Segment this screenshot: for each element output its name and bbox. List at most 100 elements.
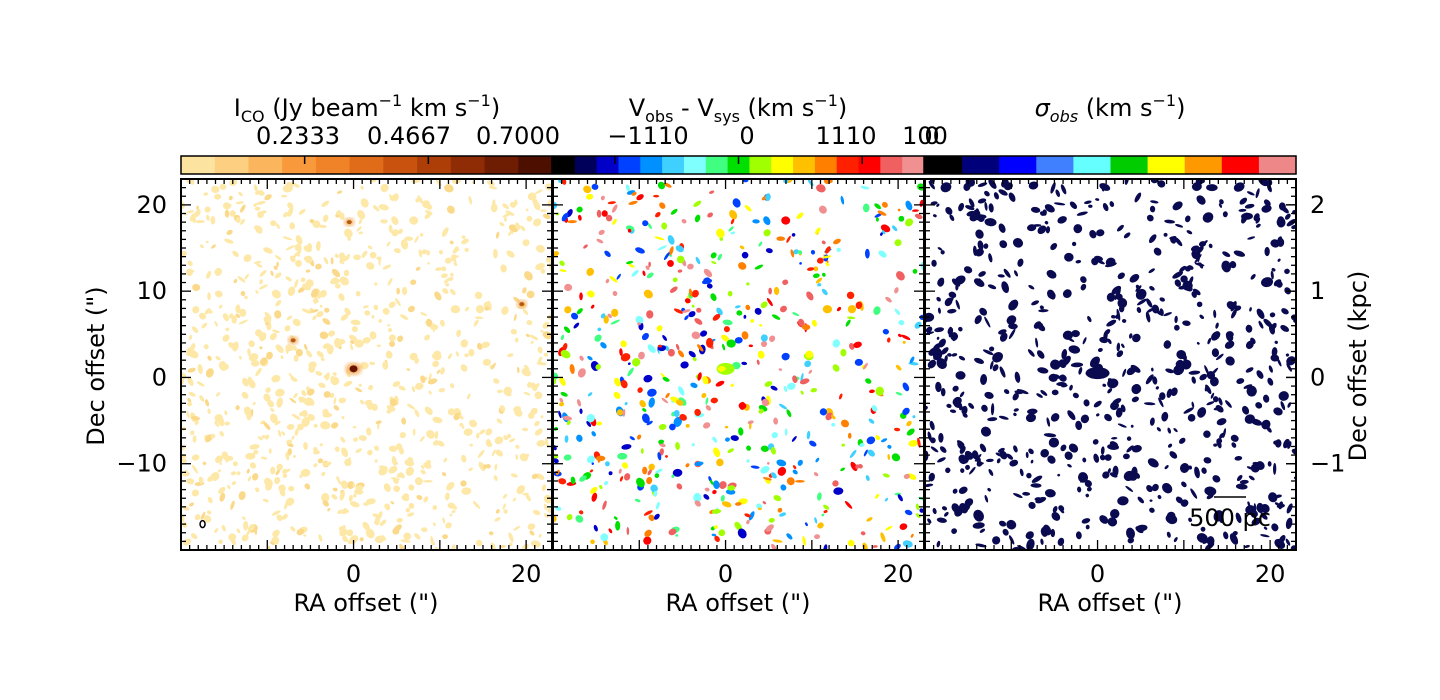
emission-clump — [510, 473, 518, 478]
emission-clump — [428, 372, 432, 383]
emission-clump — [426, 318, 433, 327]
emission-clump — [752, 219, 760, 224]
emission-clump — [836, 306, 842, 312]
emission-clump — [441, 472, 447, 477]
emission-clump — [1255, 402, 1263, 409]
emission-clump — [553, 458, 559, 464]
emission-clump — [535, 263, 545, 271]
emission-clump — [301, 409, 308, 418]
emission-clump — [960, 468, 965, 473]
emission-clump — [445, 283, 450, 287]
emission-clump — [482, 358, 491, 366]
emission-clump — [316, 350, 324, 358]
emission-clump — [241, 391, 249, 399]
emission-clump — [451, 510, 456, 514]
emission-clump — [191, 533, 198, 540]
emission-clump — [1013, 412, 1017, 417]
emission-clump — [356, 226, 362, 232]
emission-clump — [1131, 445, 1142, 453]
feature-core — [349, 365, 358, 373]
emission-clump — [1178, 285, 1187, 290]
emission-clump — [266, 351, 273, 360]
emission-clump — [435, 179, 442, 186]
emission-clump — [702, 376, 709, 385]
emission-clump — [506, 250, 515, 258]
emission-clump — [675, 399, 684, 406]
emission-clump — [414, 533, 421, 540]
emission-clump — [938, 279, 945, 287]
emission-clump — [738, 402, 747, 410]
emission-clump — [275, 388, 285, 397]
emission-clump — [502, 493, 508, 499]
emission-clump — [624, 473, 631, 481]
emission-clump — [806, 291, 814, 301]
emission-clump — [353, 437, 358, 442]
emission-clump — [1256, 370, 1264, 379]
emission-clump — [841, 420, 848, 427]
emission-clump — [199, 244, 204, 249]
x-axis-label-1: RA offset (") — [293, 589, 438, 617]
emission-clump — [984, 190, 990, 197]
emission-clump — [500, 545, 506, 548]
emission-clump — [449, 288, 456, 296]
emission-clump — [1246, 466, 1254, 470]
emission-clump — [224, 209, 230, 218]
emission-clump — [1229, 261, 1237, 269]
emission-clump — [525, 494, 531, 502]
emission-clump — [1191, 250, 1199, 260]
emission-clump — [333, 405, 340, 411]
emission-clump — [1174, 279, 1182, 287]
emission-clump — [1050, 359, 1061, 370]
emission-clump — [786, 533, 793, 540]
emission-clump — [293, 392, 298, 399]
emission-clump — [887, 453, 891, 460]
emission-clump — [853, 341, 862, 348]
emission-clump — [727, 485, 736, 491]
emission-clump — [985, 458, 994, 463]
emission-clump — [1117, 272, 1125, 280]
emission-clump — [1194, 466, 1200, 479]
emission-clump — [626, 527, 630, 536]
emission-clump — [936, 336, 940, 340]
emission-clump — [562, 343, 568, 351]
emission-clump — [939, 446, 947, 453]
emission-clump — [1274, 340, 1278, 344]
emission-clump — [243, 520, 249, 531]
emission-clump — [527, 381, 532, 388]
emission-clump — [449, 513, 453, 517]
emission-clump — [1164, 465, 1169, 470]
emission-clump — [420, 465, 425, 470]
emission-clump — [736, 310, 743, 316]
emission-clump — [559, 376, 566, 386]
emission-clump — [414, 235, 419, 243]
emission-clump — [884, 497, 889, 502]
emission-clump — [444, 492, 450, 501]
emission-clump — [735, 502, 742, 506]
emission-clump — [434, 291, 442, 301]
emission-clump — [699, 330, 708, 337]
emission-clump — [640, 448, 644, 454]
emission-clump — [831, 422, 836, 427]
emission-clump — [793, 249, 800, 255]
emission-clump — [526, 215, 533, 222]
emission-clump — [1273, 440, 1280, 446]
emission-clump — [644, 529, 652, 537]
emission-clump — [187, 367, 196, 373]
emission-clump — [641, 332, 649, 341]
emission-clump — [703, 422, 711, 429]
emission-clump — [770, 385, 778, 391]
emission-clump — [254, 225, 263, 232]
emission-clump — [252, 473, 259, 481]
emission-clump — [358, 435, 367, 441]
emission-clump — [313, 424, 318, 428]
emission-clump — [466, 393, 471, 400]
emission-clump — [1250, 273, 1256, 280]
emission-clump — [308, 364, 316, 373]
emission-clump — [1044, 489, 1056, 498]
emission-clump — [730, 383, 734, 387]
emission-clump — [1201, 467, 1207, 474]
emission-clump — [206, 214, 210, 221]
emission-clump — [675, 534, 679, 537]
emission-clump — [502, 503, 507, 510]
emission-clump — [564, 306, 572, 314]
